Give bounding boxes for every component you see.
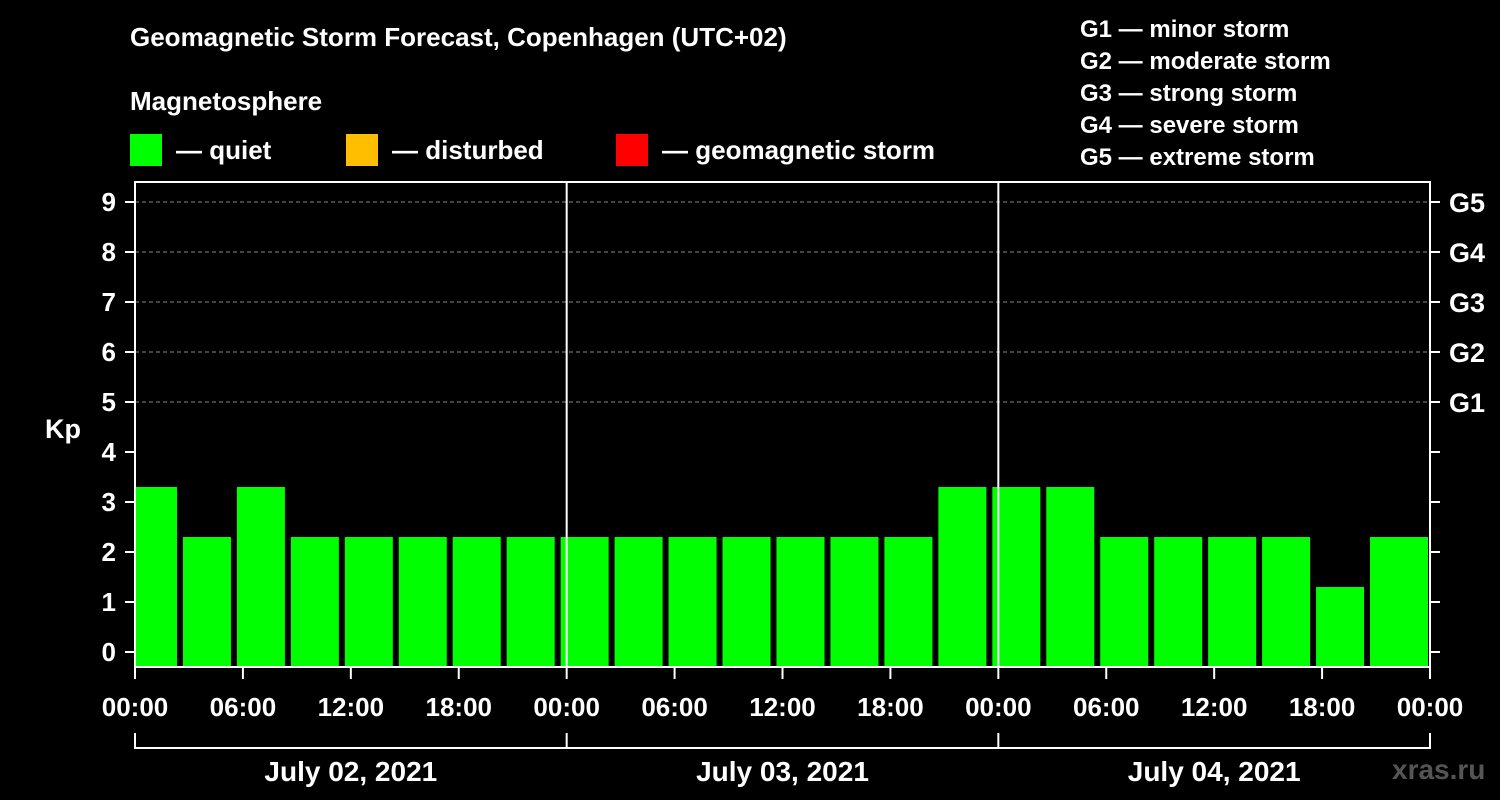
kp-bar — [136, 487, 177, 667]
kp-bar — [290, 537, 339, 667]
kp-bar — [344, 537, 393, 667]
x-tick-label: 12:00 — [749, 692, 816, 722]
x-tick-label: 00:00 — [965, 692, 1032, 722]
kp-bar — [1262, 537, 1311, 667]
legend-disturbed: — disturbed — [346, 133, 544, 167]
kp-bar — [506, 537, 555, 667]
kp-bar — [398, 537, 447, 667]
kp-bar — [560, 537, 609, 667]
y-tick-label: 7 — [102, 287, 116, 317]
legend-storm: — geomagnetic storm — [616, 133, 935, 167]
x-tick-label: 00:00 — [533, 692, 600, 722]
y-tick-label: 5 — [102, 387, 116, 417]
storm-level-label: G2 — [1449, 338, 1485, 368]
legend-quiet: — quiet — [130, 133, 271, 167]
kp-bar — [1316, 587, 1365, 667]
x-tick-label: 06:00 — [210, 692, 277, 722]
kp-bar — [884, 537, 933, 667]
day-label: July 04, 2021 — [1128, 756, 1301, 787]
y-tick-label: 3 — [102, 487, 116, 517]
kp-bar — [182, 537, 231, 667]
storm-level-legend: G1 — minor storm G2 — moderate storm G3 … — [1080, 14, 1331, 174]
kp-bar — [830, 537, 879, 667]
storm-level-label: G5 — [1449, 188, 1485, 218]
kp-bar — [452, 537, 501, 667]
kp-bar — [938, 487, 987, 667]
x-tick-label: 18:00 — [857, 692, 924, 722]
legend-label-disturbed: — disturbed — [392, 134, 544, 165]
kp-bar — [1046, 487, 1095, 667]
legend-swatch-quiet — [130, 134, 162, 166]
x-tick-label: 18:00 — [1289, 692, 1356, 722]
storm-level-label: G4 — [1449, 238, 1485, 268]
magnetosphere-heading: Magnetosphere — [130, 86, 323, 116]
kp-bar — [668, 537, 717, 667]
x-tick-label: 12:00 — [1181, 692, 1248, 722]
x-tick-label: 12:00 — [318, 692, 385, 722]
storm-level-label: G1 — [1449, 388, 1485, 418]
x-tick-label: 06:00 — [1073, 692, 1140, 722]
storm-level-g3: G3 — strong storm — [1080, 80, 1298, 107]
x-tick-label: 00:00 — [102, 692, 169, 722]
y-tick-label: 6 — [102, 337, 116, 367]
legend-swatch-storm — [616, 134, 648, 166]
y-tick-label: 4 — [102, 437, 117, 467]
kp-bar — [1370, 537, 1419, 667]
kp-bar — [776, 537, 825, 667]
storm-level-label: G3 — [1449, 288, 1485, 318]
kp-bar — [614, 537, 663, 667]
x-tick-label: 06:00 — [641, 692, 708, 722]
y-tick-label: 1 — [102, 587, 116, 617]
y-tick-label: 8 — [102, 237, 116, 267]
kp-bar — [992, 487, 1041, 667]
chart-title: Geomagnetic Storm Forecast, Copenhagen (… — [130, 22, 787, 52]
y-tick-label: 2 — [102, 537, 116, 567]
legend-label-quiet: — quiet — [176, 134, 272, 165]
kp-bar — [722, 537, 771, 667]
storm-level-g5: G5 — extreme storm — [1080, 144, 1315, 171]
y-axis-label: Kp — [45, 414, 81, 444]
kp-bar — [1154, 537, 1203, 667]
kp-bar — [1208, 537, 1257, 667]
x-tick-label: 18:00 — [426, 692, 493, 722]
storm-level-g2: G2 — moderate storm — [1080, 48, 1331, 75]
legend-swatch-disturbed — [346, 134, 378, 166]
kp-bar — [236, 487, 285, 667]
x-tick-label: 00:00 — [1397, 692, 1464, 722]
kp-bar — [1414, 537, 1428, 667]
watermark: xras.ru — [1392, 754, 1486, 785]
day-label: July 02, 2021 — [264, 756, 437, 787]
storm-level-g1: G1 — minor storm — [1080, 16, 1290, 43]
legend-label-storm: — geomagnetic storm — [662, 134, 936, 165]
y-tick-label: 9 — [102, 187, 116, 217]
y-tick-label: 0 — [102, 637, 116, 667]
day-label: July 03, 2021 — [696, 756, 869, 787]
kp-bar — [1100, 537, 1149, 667]
storm-level-g4: G4 — severe storm — [1080, 112, 1299, 139]
